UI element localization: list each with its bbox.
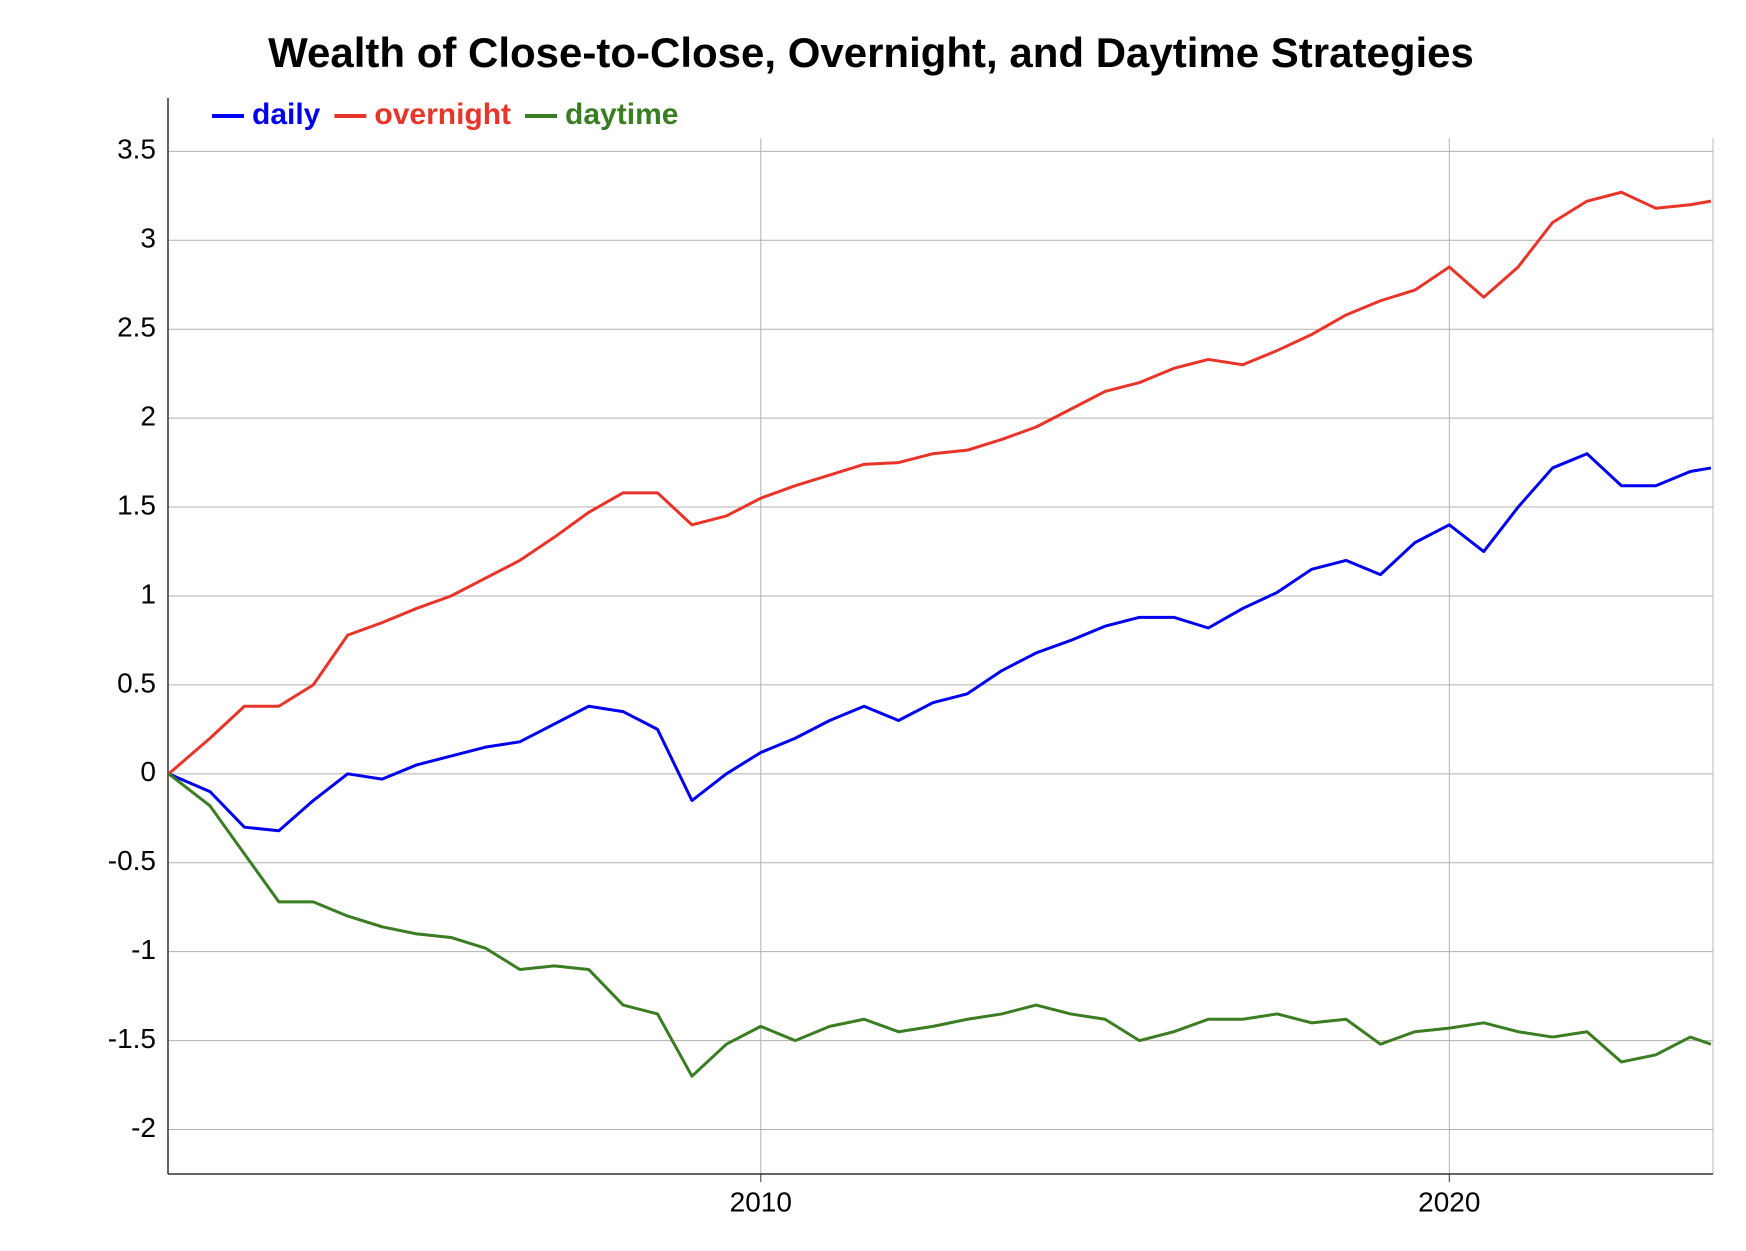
- y-tick-label: -1.5: [108, 1023, 156, 1054]
- y-tick-label: 2.5: [117, 312, 156, 343]
- y-tick-label: -2: [131, 1112, 156, 1143]
- series-line: [167, 772, 1712, 1078]
- x-tick-label: 2020: [1418, 1186, 1480, 1217]
- y-tick-label: 1: [140, 578, 156, 609]
- y-tick-label: 2: [140, 401, 156, 432]
- y-tick-label: 1.5: [117, 489, 156, 520]
- legend-label: daily: [252, 98, 321, 131]
- y-tick-label: 3: [140, 223, 156, 254]
- y-tick-label: -1: [131, 934, 156, 965]
- y-tick-label: 3.5: [117, 134, 156, 165]
- series-line: [167, 190, 1712, 775]
- y-tick-label: 0: [140, 756, 156, 787]
- y-tick-label: -0.5: [108, 845, 156, 876]
- series-line: [168, 452, 1712, 833]
- y-tick-label: 0.5: [117, 667, 156, 698]
- x-tick-label: 2010: [730, 1186, 792, 1217]
- legend-label: daytime: [565, 98, 678, 131]
- legend-label: overnight: [374, 98, 511, 131]
- chart-title: Wealth of Close-to-Close, Overnight, and…: [268, 29, 1474, 76]
